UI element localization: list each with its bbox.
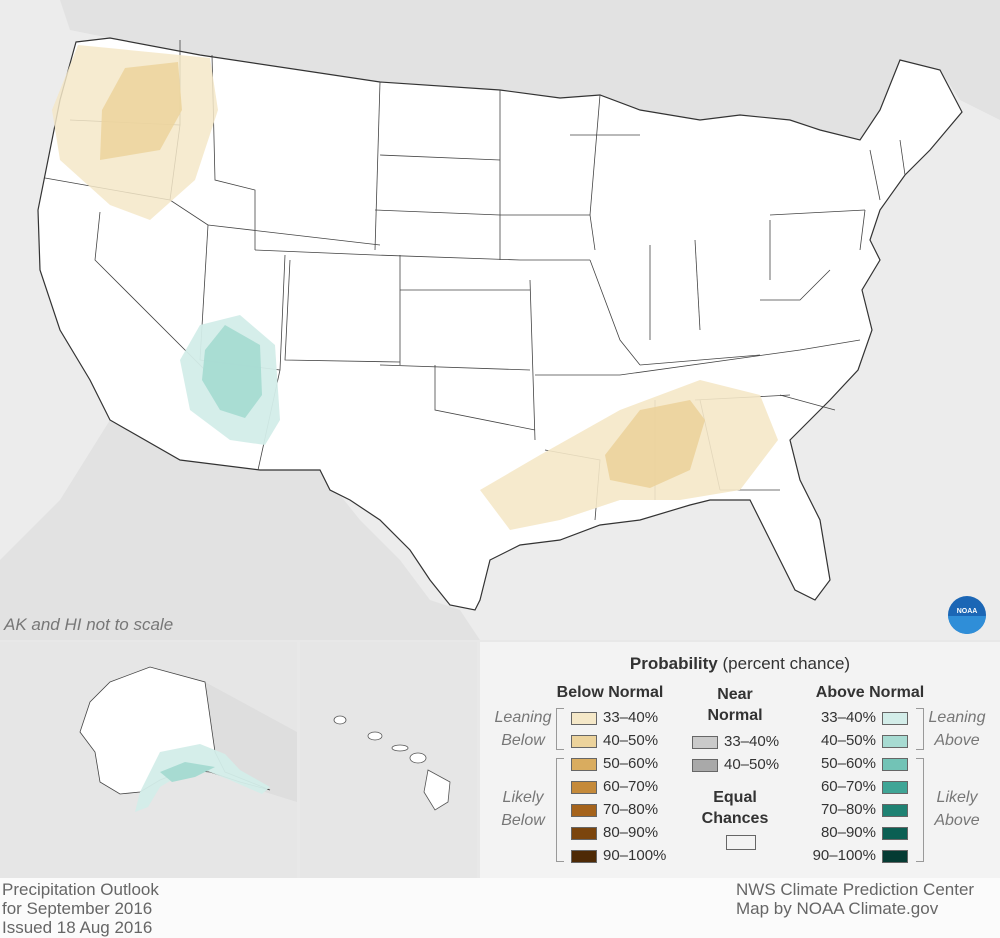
leaning-above-label: Leaning Above (922, 706, 992, 752)
footer-left: Precipitation Outlook for September 2016… (2, 880, 159, 937)
above-item-swatch (882, 850, 908, 863)
legend-title: Probability (percent chance) (480, 654, 1000, 674)
leaning-above-line2: Above (934, 732, 980, 749)
leaning-below-label: Leaning Below (482, 706, 564, 752)
precip-shading (52, 45, 778, 530)
pnw-below-40-50 (100, 62, 182, 160)
conus-map-svg (0, 0, 1000, 640)
southwest-above-40-50 (202, 325, 262, 418)
near-item-swatch (692, 759, 718, 772)
likely-above-bracket (916, 758, 924, 862)
island-big-island (423, 769, 451, 811)
above-item-label: 80–90% (820, 824, 876, 841)
hawaii-panel (300, 642, 477, 878)
equal-chances-line2: Chances (701, 810, 769, 827)
above-item-label: 60–70% (820, 778, 876, 795)
footer-credit-cpc: NWS Climate Prediction Center (736, 880, 975, 899)
scale-note: AK and HI not to scale (4, 615, 174, 634)
below-item-swatch (571, 735, 597, 748)
likely-above-line1: Likely (936, 789, 978, 806)
equal-chances-line1: Equal (713, 789, 757, 806)
above-item-label: 40–50% (820, 732, 876, 749)
island-maui (409, 752, 427, 764)
above-item-label: 70–80% (820, 801, 876, 818)
island-kauai (333, 715, 347, 725)
near-normal-heading: Near Normal (690, 684, 780, 726)
below-item-swatch (571, 827, 597, 840)
likely-above-line2: Above (934, 812, 980, 829)
footer-right: NWS Climate Prediction Center Map by NOA… (736, 880, 974, 918)
footer-title: Precipitation Outlook (2, 880, 159, 899)
footer-credit-climate: Map by NOAA Climate.gov (736, 899, 939, 918)
leaning-above-line1: Leaning (928, 709, 986, 726)
below-item-label: 60–70% (603, 778, 659, 795)
conus-map: AK and HI not to scale NOAA (0, 0, 1000, 640)
above-item-swatch (882, 781, 908, 794)
equal-chances-swatch (726, 835, 756, 850)
legend: Probability (percent chance) Below Norma… (480, 642, 1000, 878)
below-item-swatch (571, 804, 597, 817)
alaska-map-svg (0, 642, 297, 878)
alaska-above-leaning (135, 744, 270, 812)
below-item-label: 33–40% (603, 709, 659, 726)
likely-above-label: Likely Above (922, 786, 992, 832)
leaning-above-bracket (916, 708, 924, 750)
legend-title-rest: (percent chance) (722, 654, 851, 673)
near-item-label: 40–50% (724, 756, 780, 773)
southeast-below-40-50 (605, 400, 705, 488)
mexico-land (0, 420, 480, 640)
near-normal-line1: Near (717, 686, 753, 703)
below-normal-heading: Below Normal (556, 684, 664, 701)
noaa-logo-text: NOAA (956, 607, 978, 615)
below-item-swatch (571, 758, 597, 771)
below-item-label: 70–80% (603, 801, 659, 818)
island-molokai (391, 744, 409, 752)
canada-land (60, 0, 1000, 140)
above-item-label: 50–60% (820, 755, 876, 772)
likely-below-bracket (556, 758, 564, 862)
above-item-swatch (882, 827, 908, 840)
leaning-below-line2: Below (501, 732, 545, 749)
noaa-logo: NOAA (948, 596, 986, 634)
footer-issued: Issued 18 Aug 2016 (2, 918, 153, 937)
below-item-label: 90–100% (603, 847, 667, 864)
below-item-label: 80–90% (603, 824, 659, 841)
near-item-label: 33–40% (724, 733, 780, 750)
above-item-label: 33–40% (820, 709, 876, 726)
above-item-swatch (882, 712, 908, 725)
below-item-label: 40–50% (603, 732, 659, 749)
legend-title-bold: Probability (629, 654, 718, 673)
alaska-above-40-50 (160, 762, 215, 782)
below-item-swatch (571, 781, 597, 794)
above-item-swatch (882, 758, 908, 771)
above-item-label: 90–100% (812, 847, 876, 864)
island-oahu (367, 731, 383, 741)
likely-below-line2: Below (501, 812, 545, 829)
footer: Precipitation Outlook for September 2016… (0, 878, 1000, 938)
leaning-below-line1: Leaning (494, 709, 552, 726)
hawaii-map-svg (300, 642, 477, 878)
likely-below-label: Likely Below (482, 786, 564, 832)
likely-below-line1: Likely (502, 789, 544, 806)
canada-yukon (205, 682, 297, 802)
below-item-swatch (571, 850, 597, 863)
leaning-below-bracket (556, 708, 564, 750)
above-normal-heading: Above Normal (815, 684, 925, 701)
footer-period: for September 2016 (2, 899, 153, 918)
alaska-panel (0, 642, 297, 878)
above-item-swatch (882, 804, 908, 817)
near-normal-line2: Normal (707, 707, 763, 724)
above-item-swatch (882, 735, 908, 748)
equal-chances-heading: Equal Chances (690, 787, 780, 829)
near-item-swatch (692, 736, 718, 749)
below-item-label: 50–60% (603, 755, 659, 772)
below-item-swatch (571, 712, 597, 725)
